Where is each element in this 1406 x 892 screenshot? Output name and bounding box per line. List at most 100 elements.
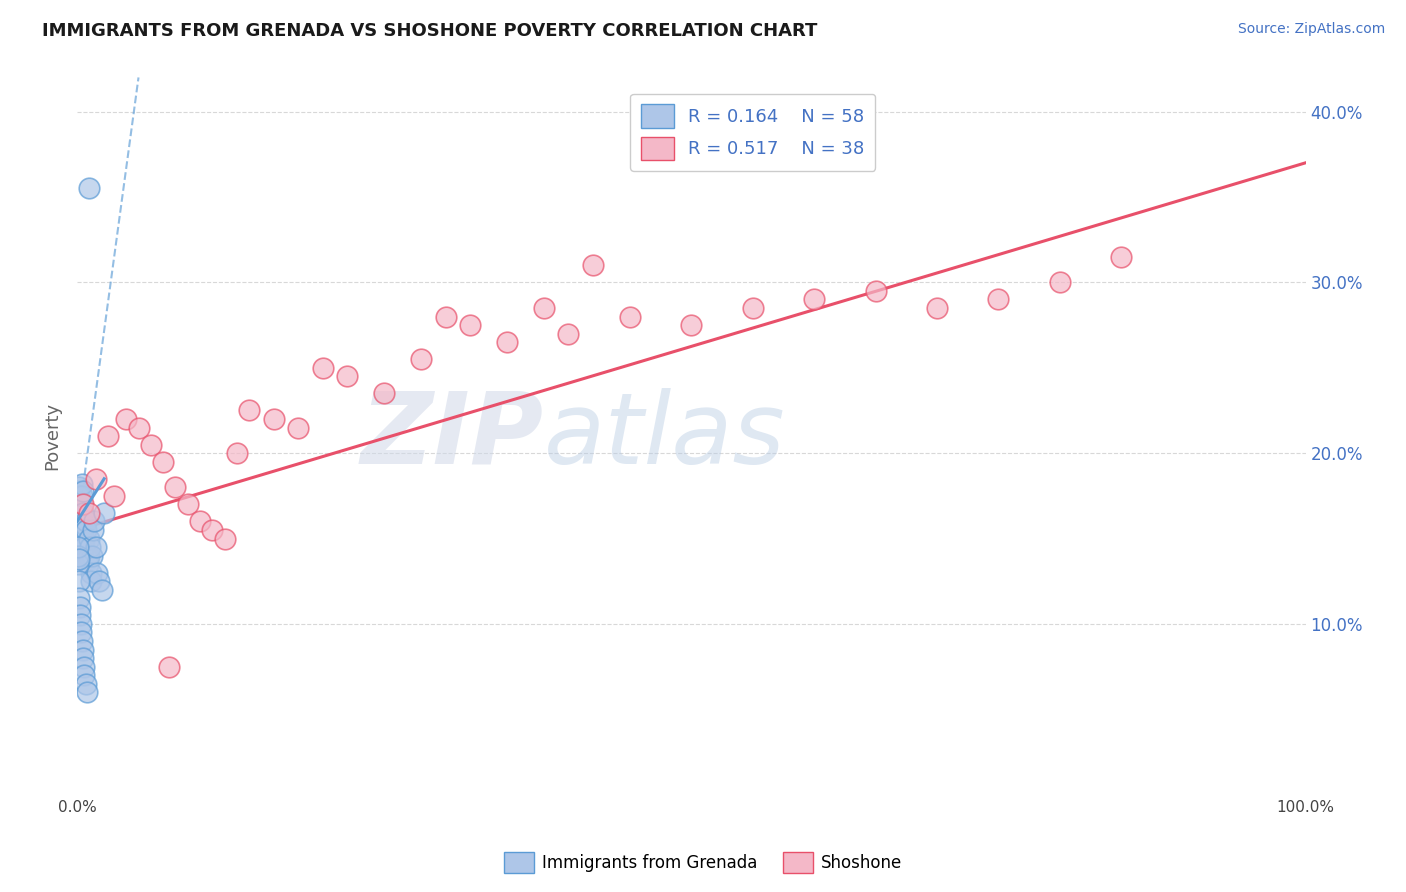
Point xyxy=(157,659,180,673)
Point xyxy=(76,549,98,563)
Point xyxy=(73,540,96,554)
Point xyxy=(1049,276,1071,290)
Point xyxy=(80,549,103,563)
Point xyxy=(69,517,91,532)
Point xyxy=(72,506,94,520)
Point xyxy=(77,549,100,563)
Point xyxy=(865,284,887,298)
Point xyxy=(67,500,90,515)
Point xyxy=(69,532,91,546)
Point xyxy=(152,455,174,469)
Point xyxy=(89,574,111,589)
Point xyxy=(69,608,91,623)
Point xyxy=(84,540,107,554)
Point xyxy=(67,494,90,508)
Point xyxy=(75,676,97,690)
Point xyxy=(79,540,101,554)
Point xyxy=(287,420,309,434)
Point xyxy=(681,318,703,332)
Point xyxy=(201,523,224,537)
Point xyxy=(67,480,90,494)
Point xyxy=(619,310,641,324)
Point xyxy=(69,511,91,525)
Point xyxy=(67,483,90,498)
Point xyxy=(67,549,90,563)
Point xyxy=(458,318,481,332)
Point xyxy=(582,258,605,272)
Point xyxy=(75,515,97,529)
Point xyxy=(987,293,1010,307)
Point xyxy=(93,506,115,520)
Point xyxy=(70,625,93,640)
Point xyxy=(70,497,93,511)
Point xyxy=(80,574,103,589)
Point xyxy=(76,552,98,566)
Point xyxy=(70,506,93,520)
Legend: Immigrants from Grenada, Shoshone: Immigrants from Grenada, Shoshone xyxy=(498,846,908,880)
Point xyxy=(67,552,90,566)
Point xyxy=(176,497,198,511)
Point xyxy=(741,301,763,315)
Point xyxy=(165,480,187,494)
Point xyxy=(188,515,211,529)
Point xyxy=(128,420,150,434)
Point xyxy=(82,523,104,537)
Point xyxy=(72,642,94,657)
Point xyxy=(434,310,457,324)
Point xyxy=(79,566,101,580)
Point xyxy=(72,497,94,511)
Point xyxy=(373,386,395,401)
Point xyxy=(79,532,101,546)
Point xyxy=(312,360,335,375)
Legend: R = 0.164    N = 58, R = 0.517    N = 38: R = 0.164 N = 58, R = 0.517 N = 38 xyxy=(630,94,875,170)
Point xyxy=(72,476,94,491)
Point xyxy=(70,489,93,503)
Point xyxy=(336,369,359,384)
Point xyxy=(83,515,105,529)
Point xyxy=(69,515,91,529)
Point xyxy=(70,535,93,549)
Point xyxy=(70,634,93,648)
Point xyxy=(97,429,120,443)
Point xyxy=(84,472,107,486)
Point xyxy=(496,335,519,350)
Point xyxy=(66,557,89,571)
Point xyxy=(77,557,100,571)
Text: ZIP: ZIP xyxy=(361,387,544,484)
Point xyxy=(225,446,247,460)
Point xyxy=(90,582,112,597)
Point xyxy=(66,506,89,520)
Point xyxy=(73,668,96,682)
Point xyxy=(73,532,96,546)
Y-axis label: Poverty: Poverty xyxy=(44,402,60,470)
Point xyxy=(925,301,948,315)
Point xyxy=(86,566,108,580)
Point xyxy=(263,412,285,426)
Point xyxy=(67,574,90,589)
Point xyxy=(72,523,94,537)
Point xyxy=(214,532,236,546)
Point xyxy=(557,326,579,341)
Text: IMMIGRANTS FROM GRENADA VS SHOSHONE POVERTY CORRELATION CHART: IMMIGRANTS FROM GRENADA VS SHOSHONE POVE… xyxy=(42,22,817,40)
Point xyxy=(79,181,101,195)
Point xyxy=(69,599,91,614)
Point xyxy=(409,352,432,367)
Point xyxy=(76,685,98,699)
Point xyxy=(69,523,91,537)
Point xyxy=(103,489,125,503)
Point xyxy=(803,293,825,307)
Point xyxy=(238,403,260,417)
Point xyxy=(75,517,97,532)
Point xyxy=(67,489,90,503)
Point xyxy=(139,437,162,451)
Text: Source: ZipAtlas.com: Source: ZipAtlas.com xyxy=(1237,22,1385,37)
Point xyxy=(69,616,91,631)
Point xyxy=(73,659,96,673)
Text: atlas: atlas xyxy=(544,387,786,484)
Point xyxy=(79,506,101,520)
Point xyxy=(1109,250,1132,264)
Point xyxy=(72,483,94,498)
Point xyxy=(72,651,94,665)
Point xyxy=(75,523,97,537)
Point xyxy=(67,540,90,554)
